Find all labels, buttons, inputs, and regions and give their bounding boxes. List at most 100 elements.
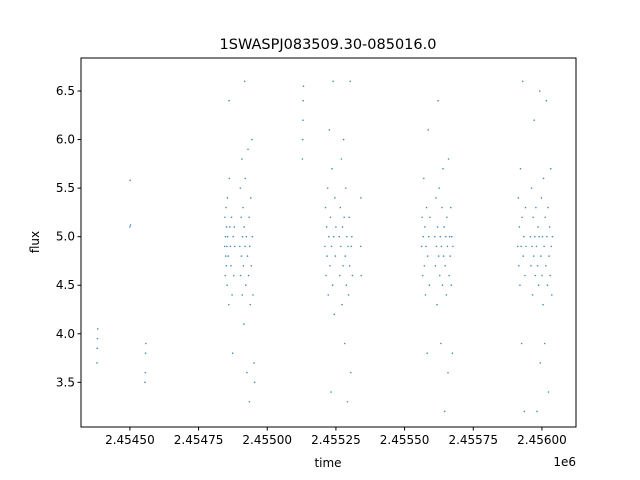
data-point — [96, 337, 99, 340]
data-point — [551, 294, 553, 296]
data-point — [520, 342, 523, 345]
data-point — [244, 245, 246, 248]
data-point — [532, 216, 534, 219]
data-point — [437, 255, 440, 257]
data-point — [545, 99, 548, 102]
data-point — [248, 245, 251, 248]
data-point — [224, 235, 227, 238]
data-point — [550, 245, 553, 248]
data-point — [229, 226, 231, 228]
data-point — [428, 284, 431, 287]
data-point — [435, 197, 437, 199]
data-point — [524, 274, 526, 277]
data-point — [225, 206, 227, 209]
data-point — [531, 245, 533, 248]
data-point — [96, 347, 99, 350]
data-point — [449, 255, 451, 257]
data-point — [330, 245, 333, 248]
data-point — [538, 90, 541, 92]
data-point — [253, 362, 255, 364]
data-point — [422, 235, 425, 238]
data-point — [340, 245, 342, 248]
data-point — [329, 265, 331, 267]
data-point — [547, 206, 549, 209]
data-point — [519, 167, 522, 170]
data-point — [444, 265, 447, 267]
data-point — [543, 245, 545, 248]
data-point — [520, 245, 522, 248]
data-point — [448, 235, 451, 238]
data-point — [247, 148, 249, 151]
data-point — [251, 138, 253, 141]
data-point — [223, 245, 226, 248]
data-point — [548, 226, 551, 228]
data-point — [547, 391, 550, 393]
y-axis-label: flux — [28, 231, 42, 253]
data-point — [440, 342, 442, 345]
data-point — [523, 410, 526, 413]
data-point — [424, 226, 426, 228]
x-tick-label: 2.45450 — [105, 433, 155, 447]
data-point — [450, 284, 453, 287]
data-point — [240, 255, 243, 257]
data-point — [129, 224, 132, 226]
x-axis-label: time — [314, 456, 341, 470]
data-point — [536, 265, 539, 267]
data-point — [543, 342, 546, 345]
data-point — [451, 235, 453, 238]
data-point — [441, 206, 443, 209]
data-point — [338, 235, 341, 238]
data-point — [228, 177, 231, 180]
data-point — [349, 371, 352, 374]
data-point — [421, 274, 424, 277]
data-point — [360, 197, 362, 199]
data-point — [434, 265, 437, 267]
data-point — [533, 235, 536, 238]
data-point — [360, 274, 362, 277]
data-point — [427, 129, 430, 131]
data-point — [519, 284, 521, 287]
data-point — [525, 245, 527, 248]
data-point — [343, 342, 346, 345]
x-axis: 2.45450 2.45475 2.45500 2.45525 2.45550 2.455… — [105, 427, 567, 447]
data-point — [427, 235, 430, 238]
data-point — [224, 216, 226, 219]
data-point — [425, 245, 427, 248]
x-tick-label: 2.45575 — [448, 433, 498, 447]
data-point — [242, 265, 245, 267]
data-point — [324, 245, 326, 248]
data-point — [302, 99, 305, 102]
data-point — [538, 235, 540, 238]
data-point — [243, 323, 245, 325]
data-point — [445, 294, 448, 296]
x-tick-label: 2.45500 — [242, 433, 292, 447]
data-point — [542, 177, 545, 180]
data-point — [347, 294, 350, 296]
data-point — [451, 352, 454, 355]
data-point — [343, 216, 345, 219]
data-point — [345, 284, 348, 287]
data-point — [349, 80, 352, 83]
data-point — [539, 362, 542, 364]
data-point — [436, 226, 439, 228]
data-point — [532, 255, 535, 257]
data-point — [438, 274, 441, 277]
data-point — [239, 274, 242, 277]
data-point — [439, 235, 442, 238]
data-point — [420, 245, 423, 248]
data-point — [351, 235, 353, 238]
data-point — [442, 255, 445, 257]
data-point — [233, 226, 236, 228]
data-point — [341, 226, 344, 228]
data-point — [249, 303, 252, 306]
data-point — [446, 245, 449, 248]
data-point — [234, 245, 236, 248]
data-point — [535, 206, 537, 209]
scatter-points — [96, 80, 554, 413]
data-point — [447, 371, 449, 374]
data-point — [226, 197, 229, 199]
data-point — [326, 187, 329, 189]
y-tick-label: 6.5 — [56, 84, 75, 98]
data-point — [325, 274, 327, 277]
data-point — [231, 294, 233, 296]
